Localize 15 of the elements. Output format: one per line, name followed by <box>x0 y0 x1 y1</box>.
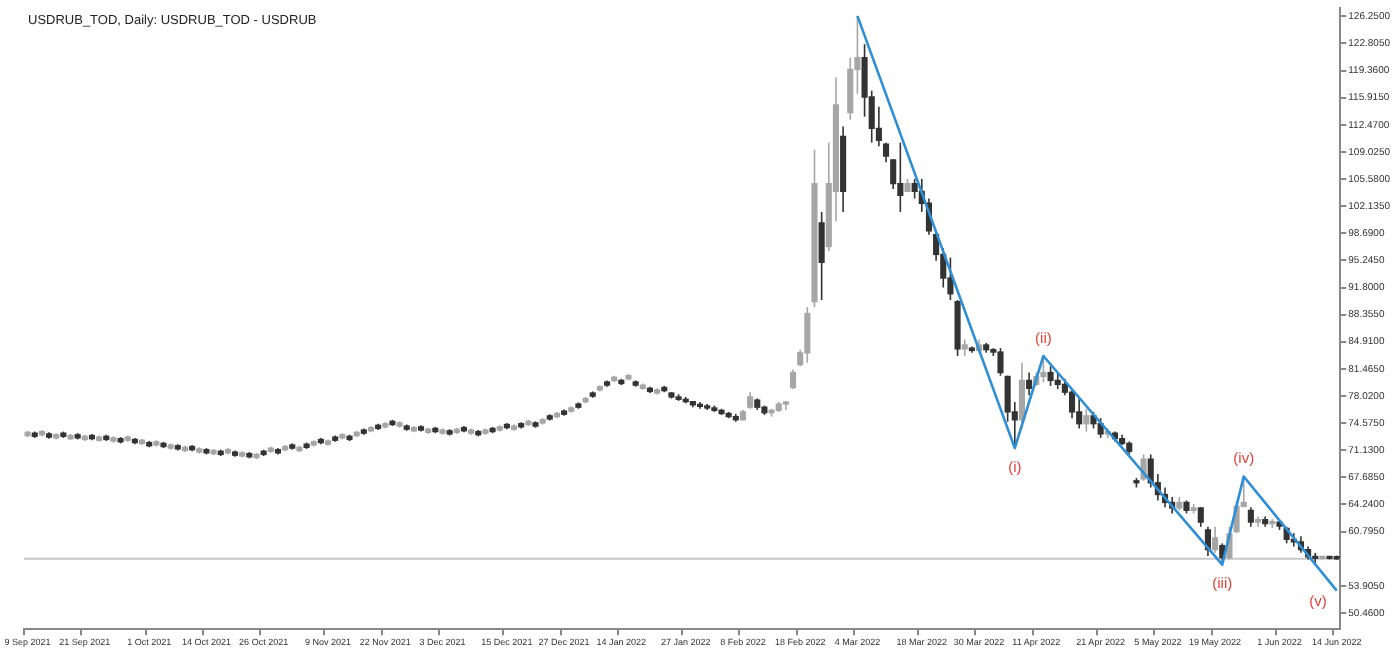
candlestick <box>947 256 954 301</box>
candlestick <box>818 211 825 301</box>
candlestick <box>789 368 797 390</box>
candlestick <box>1026 371 1033 397</box>
candlestick <box>897 141 904 213</box>
candlestick <box>1247 506 1254 528</box>
candlestick <box>997 347 1004 377</box>
candlestick <box>847 56 854 121</box>
candlestick <box>1083 407 1090 433</box>
candlestick <box>1040 355 1047 384</box>
candlestick <box>1047 365 1054 387</box>
candlestick <box>1212 526 1219 554</box>
candlestick <box>1197 506 1204 528</box>
candlestick <box>1076 397 1083 430</box>
candlestick <box>804 306 811 364</box>
